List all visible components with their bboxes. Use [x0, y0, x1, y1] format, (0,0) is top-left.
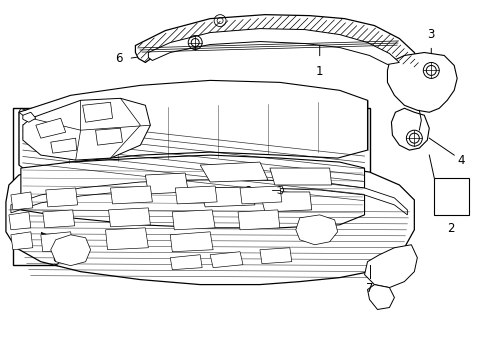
Polygon shape [46, 188, 78, 207]
Text: 8: 8 [244, 185, 251, 198]
Polygon shape [19, 80, 367, 170]
Polygon shape [41, 232, 73, 252]
Polygon shape [42, 210, 75, 228]
Polygon shape [433, 178, 468, 215]
Polygon shape [269, 168, 331, 185]
Polygon shape [11, 180, 407, 215]
Polygon shape [82, 102, 112, 122]
Polygon shape [9, 212, 31, 230]
Polygon shape [240, 186, 281, 204]
Polygon shape [108, 208, 150, 227]
Polygon shape [95, 128, 122, 145]
Polygon shape [23, 112, 36, 122]
Text: 6: 6 [115, 52, 122, 65]
Text: 4: 4 [456, 154, 464, 167]
Polygon shape [110, 186, 152, 204]
Polygon shape [172, 210, 215, 230]
Polygon shape [386, 53, 456, 112]
Polygon shape [23, 98, 150, 160]
Polygon shape [36, 118, 65, 138]
Polygon shape [367, 285, 394, 310]
Polygon shape [200, 187, 254, 207]
Text: 3: 3 [162, 36, 169, 49]
Polygon shape [210, 252, 243, 268]
Text: 9: 9 [52, 255, 60, 268]
Polygon shape [11, 232, 33, 250]
Text: 5: 5 [249, 16, 257, 29]
Polygon shape [145, 173, 188, 194]
Polygon shape [135, 15, 419, 68]
Polygon shape [260, 248, 291, 264]
Text: 1: 1 [315, 66, 323, 78]
Polygon shape [295, 215, 337, 245]
Text: 3: 3 [427, 28, 434, 41]
Polygon shape [105, 228, 148, 250]
Polygon shape [11, 192, 33, 210]
Polygon shape [260, 192, 311, 212]
Polygon shape [21, 155, 364, 228]
Polygon shape [170, 232, 213, 252]
Polygon shape [175, 186, 217, 204]
Polygon shape [148, 28, 399, 64]
Polygon shape [13, 108, 369, 265]
Polygon shape [238, 210, 279, 230]
Text: 7: 7 [365, 282, 372, 294]
Polygon shape [51, 138, 77, 153]
Text: 2: 2 [447, 222, 454, 235]
Polygon shape [390, 108, 428, 150]
Polygon shape [135, 15, 419, 68]
Polygon shape [200, 162, 267, 182]
Polygon shape [6, 163, 413, 285]
Polygon shape [170, 255, 202, 270]
Polygon shape [51, 235, 90, 266]
Polygon shape [364, 245, 416, 288]
